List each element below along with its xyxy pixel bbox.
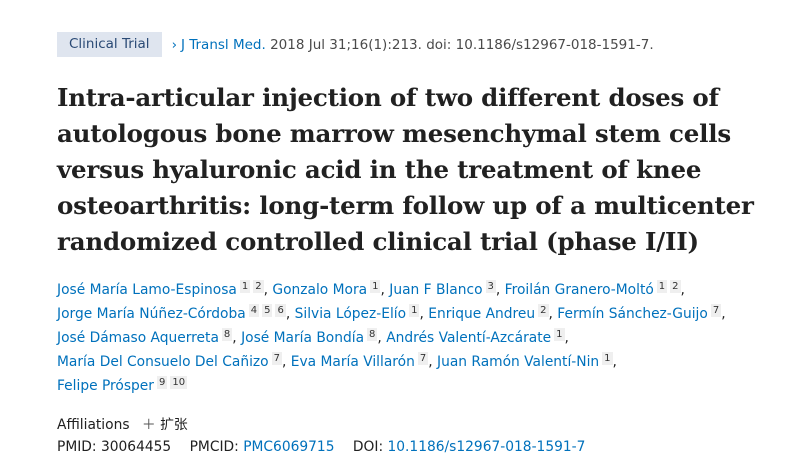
separator: ,	[282, 354, 291, 370]
separator: ,	[419, 306, 429, 322]
author-link[interactable]: Silvia López-Elío	[294, 306, 407, 322]
affiliation-ref[interactable]: 7	[710, 304, 722, 317]
author-item: Juan F Blanco 3,	[389, 280, 505, 298]
separator: ,	[612, 354, 617, 370]
author-link[interactable]: Enrique Andreu	[428, 306, 536, 322]
author-item: Jorge María Núñez-Córdoba 4 5 6,	[57, 304, 295, 322]
affiliation-ref[interactable]: 1	[602, 352, 613, 365]
affiliation-ref[interactable]: 9	[156, 376, 168, 389]
separator: ,	[428, 354, 438, 370]
author-item: Andrés Valentí-Azcárate 1,	[386, 328, 569, 346]
author-link[interactable]: Juan F Blanco	[389, 282, 483, 298]
author-list: José María Lamo-Espinosa 1 2, Gonzalo Mora…	[57, 278, 777, 398]
citation-bar: Clinical Trial › J Transl Med. 2018 Jul 3…	[57, 32, 654, 57]
pmcid-link[interactable]: PMC6069715	[243, 439, 335, 455]
pmid-label: PMID:	[57, 439, 97, 455]
affiliation-ref[interactable]: 4	[248, 304, 260, 317]
separator: ,	[380, 282, 390, 298]
affiliation-ref[interactable]: 1	[409, 304, 420, 317]
author-item: Enrique Andreu 2,	[428, 304, 558, 322]
affiliation-ref[interactable]: 3	[485, 280, 496, 293]
author-item: Felipe Prósper 9 10	[57, 376, 188, 394]
expand-label[interactable]: 扩张	[160, 417, 188, 433]
identifiers: PMID: 30064455 PMCID: PMC6069715 DOI: 10…	[57, 439, 585, 455]
author-link[interactable]: José María Lamo-Espinosa	[57, 282, 237, 298]
separator: ,	[495, 282, 505, 298]
author-link[interactable]: José Dámaso Aquerreta	[57, 330, 219, 346]
author-link[interactable]: Eva María Villarón	[290, 354, 415, 370]
journal-link[interactable]: J Transl Med.	[180, 36, 266, 53]
separator: ,	[721, 306, 726, 322]
author-item: Froilán Granero-Moltó 1 2,	[504, 280, 685, 298]
affiliation-ref[interactable]: 1	[239, 280, 251, 293]
author-item: José María Bondía 8,	[241, 328, 387, 346]
affiliation-ref[interactable]: 6	[275, 304, 286, 317]
separator: ,	[564, 330, 569, 346]
author-item: Gonzalo Mora 1,	[272, 280, 390, 298]
separator: ,	[285, 306, 295, 322]
author-link[interactable]: José María Bondía	[241, 330, 365, 346]
affiliations-toggle[interactable]: Affiliations ＋ 扩张	[57, 413, 188, 433]
affiliation-ref[interactable]: 1	[370, 280, 381, 293]
separator: ,	[263, 282, 273, 298]
author-item: Eva María Villarón 7,	[290, 352, 438, 370]
pmcid-label: PMCID:	[189, 439, 239, 455]
doi-link[interactable]: 10.1186/s12967-018-1591-7	[387, 439, 586, 455]
affiliation-ref[interactable]: 2	[253, 280, 264, 293]
affiliation-ref[interactable]: 1	[656, 280, 668, 293]
citation: › J Transl Med. 2018 Jul 31;16(1):213. do…	[172, 37, 654, 53]
author-item: José María Lamo-Espinosa 1 2,	[57, 280, 273, 298]
author-item: María Del Consuelo Del Cañizo 7,	[57, 352, 291, 370]
author-link[interactable]: Juan Ramón Valentí-Nin	[437, 354, 600, 370]
affiliations-label: Affiliations	[57, 417, 130, 433]
publication-type-badge: Clinical Trial	[57, 32, 162, 57]
author-link[interactable]: Andrés Valentí-Azcárate	[386, 330, 552, 346]
affiliation-ref[interactable]: 7	[271, 352, 282, 365]
affiliation-ref[interactable]: 8	[367, 328, 378, 341]
citation-details: 2018 Jul 31;16(1):213. doi: 10.1186/s129…	[265, 36, 654, 53]
author-link[interactable]: Jorge María Núñez-Córdoba	[57, 306, 246, 322]
separator: ,	[377, 330, 387, 346]
author-item: José Dámaso Aquerreta 8,	[57, 328, 242, 346]
separator: ,	[680, 282, 685, 298]
author-item: Fermín Sánchez-Guijo 7,	[557, 304, 726, 322]
pmid-value: 30064455	[100, 439, 172, 455]
separator: ,	[232, 330, 242, 346]
article-title: Intra-articular injection of two differe…	[57, 83, 754, 256]
affiliation-ref[interactable]: 2	[670, 280, 681, 293]
affiliation-ref[interactable]: 5	[262, 304, 273, 317]
separator: ,	[548, 306, 558, 322]
affiliation-ref[interactable]: 1	[554, 328, 565, 341]
affiliation-ref[interactable]: 10	[170, 376, 188, 389]
affiliation-ref[interactable]: 7	[417, 352, 429, 365]
author-link[interactable]: Fermín Sánchez-Guijo	[557, 306, 708, 322]
plus-icon[interactable]: ＋	[141, 417, 156, 433]
author-link[interactable]: Felipe Prósper	[57, 378, 154, 394]
author-item: Juan Ramón Valentí-Nin 1,	[437, 352, 617, 370]
author-link[interactable]: Froilán Granero-Moltó	[504, 282, 654, 298]
author-link[interactable]: Gonzalo Mora	[272, 282, 368, 298]
affiliation-ref[interactable]: 8	[221, 328, 233, 341]
chevron-right-icon[interactable]: ›	[171, 36, 177, 53]
affiliation-ref[interactable]: 2	[538, 304, 549, 317]
doi-label: DOI:	[352, 439, 384, 455]
author-item: Silvia López-Elío 1,	[294, 304, 429, 322]
author-link[interactable]: María Del Consuelo Del Cañizo	[57, 354, 269, 370]
